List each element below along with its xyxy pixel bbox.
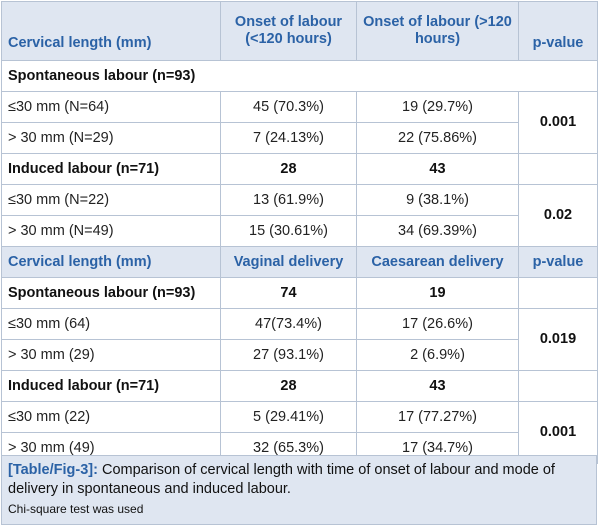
empty-cell — [518, 370, 598, 402]
cell-value: 15 (30.61%) — [220, 215, 357, 247]
header-vaginal-delivery: Vaginal delivery — [220, 246, 357, 278]
p-value-cell: 0.019 — [518, 308, 598, 371]
group-label: Induced labour (n=71) — [1, 153, 221, 185]
group-row-spontaneous: Spontaneous labour (n=93) 74 19 — [1, 277, 598, 309]
table-caption: [Table/Fig-3]: Comparison of cervical le… — [1, 455, 597, 525]
cell-value: 22 (75.86%) — [356, 122, 519, 154]
header-p-value: p-value — [518, 1, 598, 61]
row-label: > 30 mm (29) — [1, 339, 221, 371]
table-row: > 30 mm (N=49) 15 (30.61%) 34 (69.39%) — [1, 215, 598, 247]
row-label: ≤30 mm (22) — [1, 401, 221, 433]
row-label: ≤30 mm (N=22) — [1, 184, 221, 216]
p-value-cell: 0.02 — [518, 184, 598, 247]
cell-value: 19 — [356, 277, 519, 309]
cell-value: 28 — [220, 153, 357, 185]
cell-value: 47(73.4%) — [220, 308, 357, 340]
row-label: > 30 mm (N=49) — [1, 215, 221, 247]
row-label: > 30 mm (N=29) — [1, 122, 221, 154]
group-row-induced: Induced labour (n=71) 28 43 — [1, 153, 598, 185]
cell-value: 19 (29.7%) — [356, 91, 519, 123]
cell-value: 7 (24.13%) — [220, 122, 357, 154]
empty-cell — [518, 153, 598, 185]
header-cervical-length: Cervical length (mm) — [1, 246, 221, 278]
cell-value: 45 (70.3%) — [220, 91, 357, 123]
caption-description: Comparison of cervical length with time … — [8, 462, 555, 497]
p-value-cell: 0.001 — [518, 91, 598, 154]
caption-text: [Table/Fig-3]: Comparison of cervical le… — [8, 461, 590, 499]
cell-value: 9 (38.1%) — [356, 184, 519, 216]
header-onset-over-120: Onset of labour (>120 hours) — [356, 1, 519, 61]
group-row-spontaneous: Spontaneous labour (n=93) — [1, 60, 598, 92]
cell-value: 27 (93.1%) — [220, 339, 357, 371]
row-label: ≤30 mm (N=64) — [1, 91, 221, 123]
table-row: > 30 mm (29) 27 (93.1%) 2 (6.9%) — [1, 339, 598, 371]
caption-tag: [Table/Fig-3]: — [8, 462, 98, 478]
table-row: > 30 mm (N=29) 7 (24.13%) 22 (75.86%) — [1, 122, 598, 154]
group-label: Induced labour (n=71) — [1, 370, 221, 402]
group-row-induced: Induced labour (n=71) 28 43 — [1, 370, 598, 402]
header-row-delivery: Cervical length (mm) Vaginal delivery Ca… — [1, 246, 598, 278]
empty-cell — [518, 277, 598, 309]
cell-value: 2 (6.9%) — [356, 339, 519, 371]
group-label: Spontaneous labour (n=93) — [1, 60, 598, 92]
table-row: ≤30 mm (64) 47(73.4%) 17 (26.6%) 0.019 — [1, 308, 598, 371]
p-value-cell: 0.001 — [518, 401, 598, 464]
header-row-onset: Cervical length (mm) Onset of labour (<1… — [1, 1, 598, 61]
group-label: Spontaneous labour (n=93) — [1, 277, 221, 309]
header-p-value: p-value — [518, 246, 598, 278]
caption-note: Chi-square test was used — [8, 502, 144, 516]
header-cervical-length: Cervical length (mm) — [1, 1, 221, 61]
cell-value: 74 — [220, 277, 357, 309]
table-row: ≤30 mm (N=22) 13 (61.9%) 9 (38.1%) 0.02 — [1, 184, 598, 247]
row-label: ≤30 mm (64) — [1, 308, 221, 340]
cell-value: 13 (61.9%) — [220, 184, 357, 216]
cell-value: 43 — [356, 370, 519, 402]
cell-value: 28 — [220, 370, 357, 402]
table-row: ≤30 mm (22) 5 (29.41%) 17 (77.27%) 0.001 — [1, 401, 598, 464]
comparison-table: Cervical length (mm) Onset of labour (<1… — [1, 1, 598, 464]
cell-value: 43 — [356, 153, 519, 185]
header-caesarean-delivery: Caesarean delivery — [356, 246, 519, 278]
cell-value: 17 (26.6%) — [356, 308, 519, 340]
cell-value: 17 (77.27%) — [356, 401, 519, 433]
cell-value: 34 (69.39%) — [356, 215, 519, 247]
header-onset-under-120: Onset of labour (<120 hours) — [220, 1, 357, 61]
table-row: ≤30 mm (N=64) 45 (70.3%) 19 (29.7%) 0.00… — [1, 91, 598, 154]
cell-value: 5 (29.41%) — [220, 401, 357, 433]
